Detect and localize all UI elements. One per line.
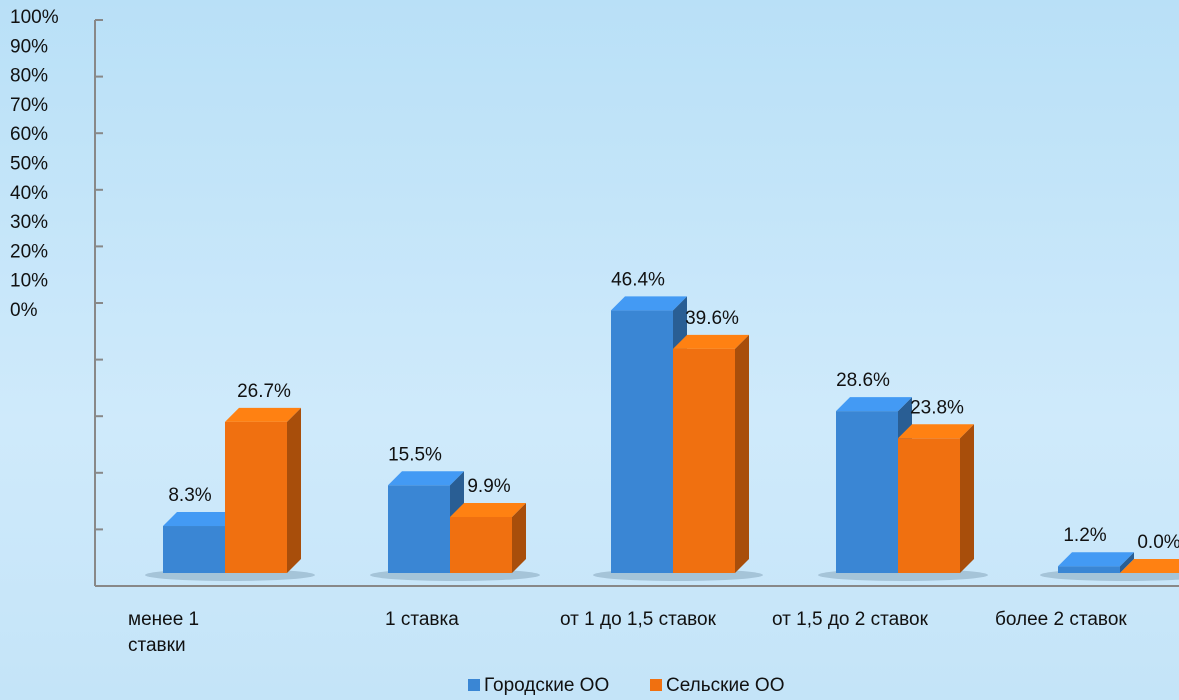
- y-tick-label: 10%: [10, 271, 48, 292]
- bar-top: [163, 512, 239, 527]
- x-tick-label: от 1 до 1,5 ставок: [560, 609, 716, 630]
- bar-top: [388, 471, 464, 486]
- bar-front: [1058, 566, 1120, 573]
- y-tick-label: 100%: [10, 7, 59, 28]
- value-label: 26.7%: [237, 381, 291, 402]
- bar-top: [673, 334, 749, 349]
- bar-front: [163, 526, 225, 573]
- value-label: 28.6%: [836, 370, 890, 391]
- value-label: 46.4%: [611, 269, 665, 290]
- y-tick-label: 50%: [10, 154, 48, 175]
- bar-top: [1058, 552, 1134, 567]
- bar-front: [836, 411, 898, 573]
- bar-top: [450, 502, 526, 517]
- legend-label: Сельские ОО: [666, 675, 784, 696]
- x-tick-label: 1 ставка: [385, 609, 459, 630]
- bar: [1120, 559, 1179, 573]
- bar-front: [450, 516, 512, 573]
- y-tick-label: 80%: [10, 66, 48, 87]
- bar: [898, 424, 974, 573]
- y-tick-label: 0%: [10, 300, 38, 321]
- bar-front: [611, 310, 673, 573]
- y-tick-label: 60%: [10, 124, 48, 145]
- bar: [1058, 552, 1134, 573]
- value-label: 8.3%: [168, 485, 211, 506]
- bar-top: [225, 407, 301, 422]
- y-tick-label: 40%: [10, 183, 48, 204]
- bar-side: [960, 424, 974, 573]
- y-tick-label: 30%: [10, 212, 48, 233]
- bar: [450, 502, 526, 573]
- bar-front: [388, 485, 450, 573]
- bar-top: [611, 296, 687, 311]
- value-label: 1.2%: [1063, 525, 1106, 546]
- x-tick-label: менее 1 ставки: [128, 609, 200, 656]
- bar-side: [512, 502, 526, 573]
- legend-swatch: [468, 679, 480, 691]
- bar-side: [1120, 552, 1134, 573]
- legend-swatch: [650, 679, 662, 691]
- value-label: 0.0%: [1137, 532, 1179, 553]
- bar: [673, 334, 749, 573]
- y-tick-label: 90%: [10, 36, 48, 57]
- y-tick-label: 70%: [10, 95, 48, 116]
- bar-top: [1120, 559, 1179, 573]
- value-label: 9.9%: [467, 476, 510, 497]
- bar-front: [225, 421, 287, 573]
- value-label: 15.5%: [388, 444, 442, 465]
- bar-side: [735, 334, 749, 573]
- bar-side: [287, 407, 301, 573]
- value-label: 39.6%: [685, 308, 739, 329]
- x-tick-label: от 1,5 до 2 ставок: [772, 609, 928, 630]
- x-tick-label: более 2 ставок: [995, 609, 1127, 630]
- bar-top: [898, 424, 974, 439]
- legend-label: Городские ОО: [484, 675, 609, 696]
- bar-front: [673, 348, 735, 573]
- bar-top: [836, 397, 912, 412]
- y-tick-label: 20%: [10, 241, 48, 262]
- bar: [225, 407, 301, 573]
- bar-front: [898, 438, 960, 573]
- value-label: 23.8%: [910, 397, 964, 418]
